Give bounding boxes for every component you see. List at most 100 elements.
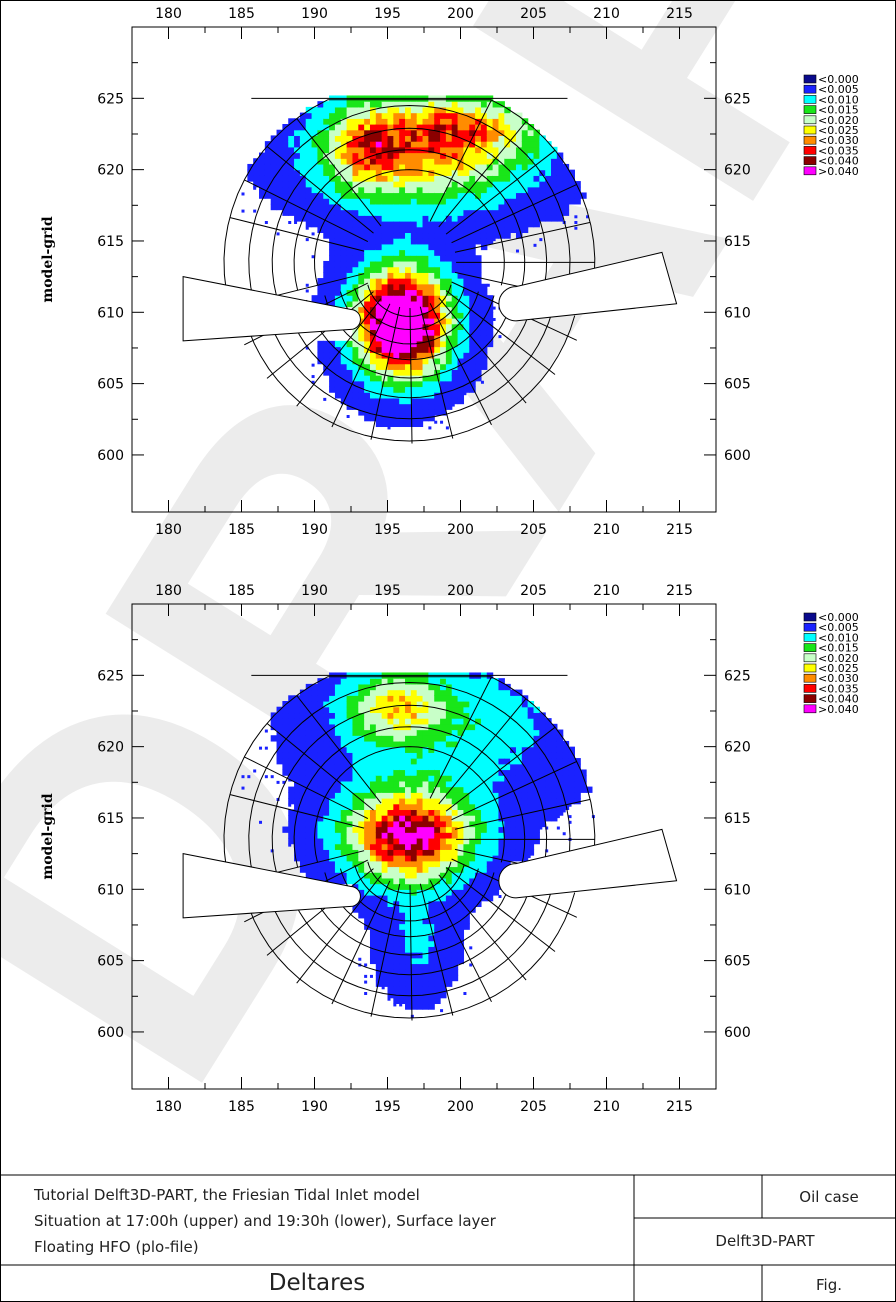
field-cell <box>445 798 453 805</box>
field-cell <box>405 346 412 353</box>
field-cell <box>498 735 505 742</box>
field-cell <box>329 158 336 165</box>
field-cell <box>393 346 400 353</box>
field-cell <box>510 775 517 782</box>
field-cell <box>311 718 319 725</box>
field-cell <box>480 198 488 205</box>
field-cell <box>451 329 459 336</box>
field-cell <box>445 837 453 845</box>
legend-label: <0.015 <box>818 104 859 117</box>
field-cell <box>434 837 441 845</box>
field-cell <box>492 158 500 165</box>
field-cell <box>369 798 377 805</box>
field-cell <box>445 318 453 325</box>
field-cell <box>486 843 494 850</box>
field-cell <box>276 712 283 719</box>
field-cell <box>428 152 435 159</box>
legend-swatch <box>803 135 817 145</box>
field-cell <box>545 746 552 753</box>
field-cell <box>428 723 435 731</box>
field-cell <box>393 775 400 782</box>
field-cell <box>340 729 348 736</box>
field-cell <box>387 300 394 308</box>
field-cell <box>405 837 412 845</box>
field-cell <box>381 335 389 342</box>
field-cell <box>375 712 383 719</box>
field-cell <box>393 386 400 393</box>
field-cell <box>533 837 540 845</box>
field-cell <box>434 163 441 171</box>
field-cell <box>311 112 319 119</box>
field-cell <box>486 683 494 691</box>
field-cell <box>346 300 354 308</box>
field-cell <box>352 678 359 685</box>
field-cell <box>369 141 377 148</box>
field-cell <box>422 181 429 188</box>
field-cell <box>445 335 453 342</box>
field-cell <box>410 283 418 291</box>
field-cell <box>486 712 494 719</box>
field-cell <box>352 198 359 205</box>
field-cell <box>492 735 500 742</box>
field-cell <box>486 689 494 696</box>
field-cell <box>475 306 482 313</box>
field-cell <box>299 203 307 211</box>
stray-particle <box>311 363 315 367</box>
field-cell <box>387 318 394 325</box>
field-cell <box>422 969 429 976</box>
field-cell <box>364 397 371 405</box>
field-cell <box>533 152 540 159</box>
field-cell <box>305 163 313 171</box>
field-cell <box>422 226 429 234</box>
field-cell <box>399 855 406 862</box>
field-cell <box>369 403 377 410</box>
concentration-field <box>241 672 595 1018</box>
field-cell <box>311 118 319 125</box>
field-cell <box>381 860 389 868</box>
field-cell <box>294 186 301 194</box>
field-cell <box>387 163 394 171</box>
field-cell <box>422 952 429 959</box>
field-cell <box>399 192 406 199</box>
field-cell <box>329 249 336 256</box>
field-cell <box>334 283 342 291</box>
field-cell <box>340 735 348 742</box>
field-cell <box>334 243 342 251</box>
field-cell <box>311 769 319 776</box>
legend-label: <0.035 <box>818 682 859 695</box>
field-cell <box>340 746 348 753</box>
field-cell <box>440 963 447 970</box>
field-cell <box>440 209 447 216</box>
field-cell <box>323 129 330 137</box>
field-cell <box>405 740 412 748</box>
field-cell <box>340 758 348 765</box>
field-cell <box>492 175 500 182</box>
field-cell <box>346 146 354 154</box>
field-cell <box>475 895 482 902</box>
field-cell <box>387 786 394 793</box>
field-cell <box>369 952 377 959</box>
field-cell <box>486 163 494 171</box>
field-cell <box>340 283 348 291</box>
field-cell <box>480 798 488 805</box>
field-cell <box>451 683 459 691</box>
field-cell <box>352 238 359 245</box>
field-cell <box>282 169 289 176</box>
field-cell <box>270 723 278 731</box>
field-cell <box>475 232 482 239</box>
field-cell <box>375 278 383 285</box>
field-cell <box>410 243 418 251</box>
field-cell <box>358 152 365 159</box>
field-cell <box>410 363 418 370</box>
field-cell <box>480 118 488 125</box>
field-cell <box>334 169 342 176</box>
field-cell <box>539 181 546 188</box>
field-cell <box>381 112 389 119</box>
field-cell <box>387 735 394 742</box>
field-cell <box>393 306 400 313</box>
field-cell <box>510 718 517 725</box>
field-cell <box>358 203 365 211</box>
field-cell <box>515 129 523 137</box>
field-cell <box>498 209 505 216</box>
field-cell <box>545 186 552 194</box>
